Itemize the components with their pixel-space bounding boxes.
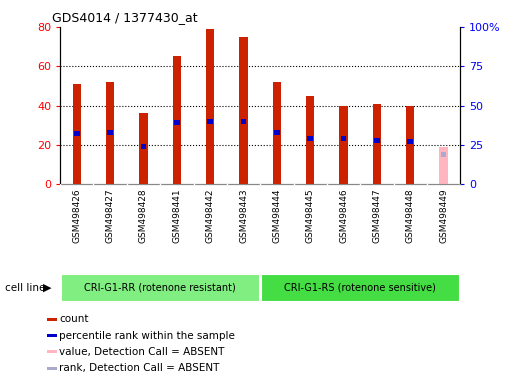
- Bar: [306, 96, 314, 184]
- Bar: [207, 119, 213, 124]
- Bar: [339, 106, 348, 184]
- Text: GSM498447: GSM498447: [372, 189, 381, 243]
- Bar: [47, 318, 58, 321]
- Bar: [308, 136, 313, 141]
- Text: GDS4014 / 1377430_at: GDS4014 / 1377430_at: [52, 11, 198, 24]
- Bar: [174, 121, 180, 126]
- Bar: [106, 82, 115, 184]
- Text: ▶: ▶: [43, 283, 51, 293]
- Bar: [374, 138, 380, 143]
- Bar: [74, 131, 79, 136]
- Bar: [139, 114, 147, 184]
- Text: GSM498426: GSM498426: [72, 189, 81, 243]
- Bar: [407, 139, 413, 144]
- Bar: [240, 37, 248, 184]
- Bar: [47, 334, 58, 337]
- Text: CRI-G1-RR (rotenone resistant): CRI-G1-RR (rotenone resistant): [84, 282, 236, 292]
- Bar: [272, 82, 281, 184]
- Text: CRI-G1-RS (rotenone sensitive): CRI-G1-RS (rotenone sensitive): [285, 282, 436, 292]
- Bar: [441, 152, 447, 157]
- Bar: [73, 84, 81, 184]
- Text: rank, Detection Call = ABSENT: rank, Detection Call = ABSENT: [60, 363, 220, 373]
- Text: cell line: cell line: [5, 283, 46, 293]
- FancyBboxPatch shape: [261, 274, 460, 302]
- Text: GSM498428: GSM498428: [139, 189, 148, 243]
- Bar: [406, 106, 414, 184]
- Text: GSM498441: GSM498441: [173, 189, 181, 243]
- Text: percentile rank within the sample: percentile rank within the sample: [60, 331, 235, 341]
- Text: GSM498444: GSM498444: [272, 189, 281, 243]
- Bar: [439, 147, 448, 184]
- Bar: [173, 56, 181, 184]
- Bar: [340, 136, 346, 141]
- Text: GSM498445: GSM498445: [306, 189, 315, 243]
- Text: GSM498443: GSM498443: [239, 189, 248, 243]
- Text: count: count: [60, 314, 89, 324]
- Text: GSM498449: GSM498449: [439, 189, 448, 243]
- Bar: [373, 104, 381, 184]
- Text: GSM498448: GSM498448: [406, 189, 415, 243]
- Text: GSM498442: GSM498442: [206, 189, 214, 243]
- Bar: [274, 130, 280, 135]
- Bar: [241, 119, 246, 124]
- Bar: [107, 130, 113, 135]
- FancyBboxPatch shape: [61, 274, 259, 302]
- Text: GSM498427: GSM498427: [106, 189, 115, 243]
- Text: value, Detection Call = ABSENT: value, Detection Call = ABSENT: [60, 347, 225, 357]
- Bar: [141, 144, 146, 149]
- Bar: [47, 367, 58, 370]
- Bar: [47, 350, 58, 353]
- Bar: [206, 29, 214, 184]
- Text: GSM498446: GSM498446: [339, 189, 348, 243]
